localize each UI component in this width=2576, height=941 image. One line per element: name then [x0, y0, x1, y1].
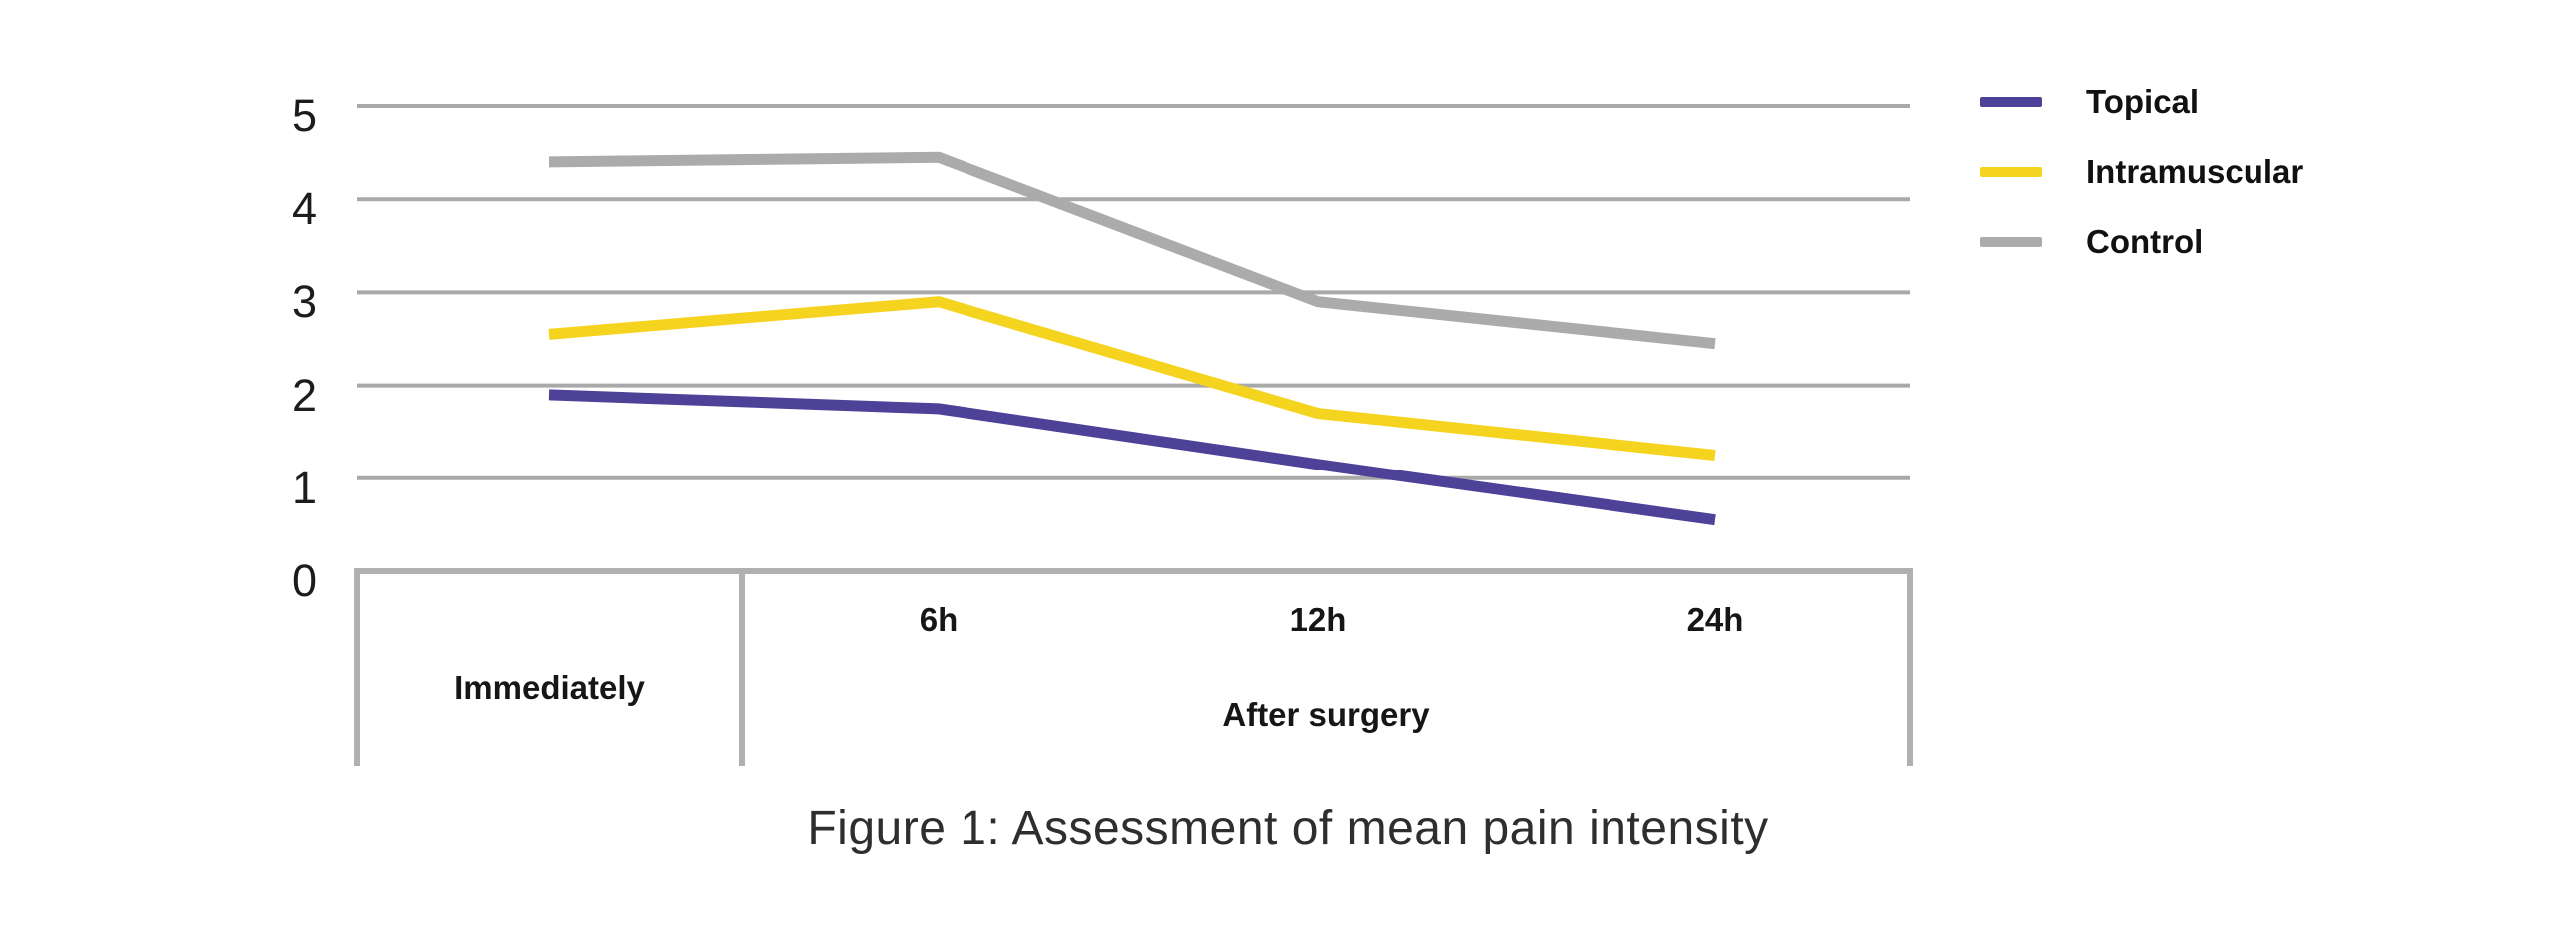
x-tick-label-24h: 24h [1686, 601, 1744, 638]
series-line-control [548, 151, 1716, 350]
y-tick-label-1: 1 [291, 462, 318, 513]
x-tick-label-6h: 6h [919, 601, 959, 638]
x-group-label-immediately: Immediately [454, 669, 645, 706]
legend: Topical Intramuscular Control [1980, 80, 2303, 264]
legend-item-intramuscular: Intramuscular [1980, 150, 2303, 194]
y-tick-label-2: 2 [291, 369, 318, 421]
legend-label-intramuscular: Intramuscular [2086, 153, 2304, 190]
legend-swatch-intramuscular [1980, 167, 2042, 177]
legend-swatch-topical [1980, 97, 2042, 107]
x-group-label-after-surgery: After surgery [1222, 696, 1430, 733]
legend-item-control: Control [1980, 220, 2303, 264]
y-tick-label-0: 0 [291, 555, 318, 606]
legend-swatch-control [1980, 237, 2042, 247]
series-line-topical [548, 389, 1716, 526]
legend-item-topical: Topical [1980, 80, 2303, 124]
y-tick-label-5: 5 [291, 90, 318, 141]
series-line-intramuscular [548, 296, 1716, 461]
y-tick-label-3: 3 [291, 276, 318, 328]
legend-label-topical: Topical [2086, 83, 2200, 120]
legend-label-control: Control [2086, 223, 2204, 260]
x-tick-label-12h: 12h [1289, 601, 1347, 638]
figure-caption: Figure 1: Assessment of mean pain intens… [807, 802, 1769, 855]
y-tick-label-4: 4 [291, 183, 318, 235]
